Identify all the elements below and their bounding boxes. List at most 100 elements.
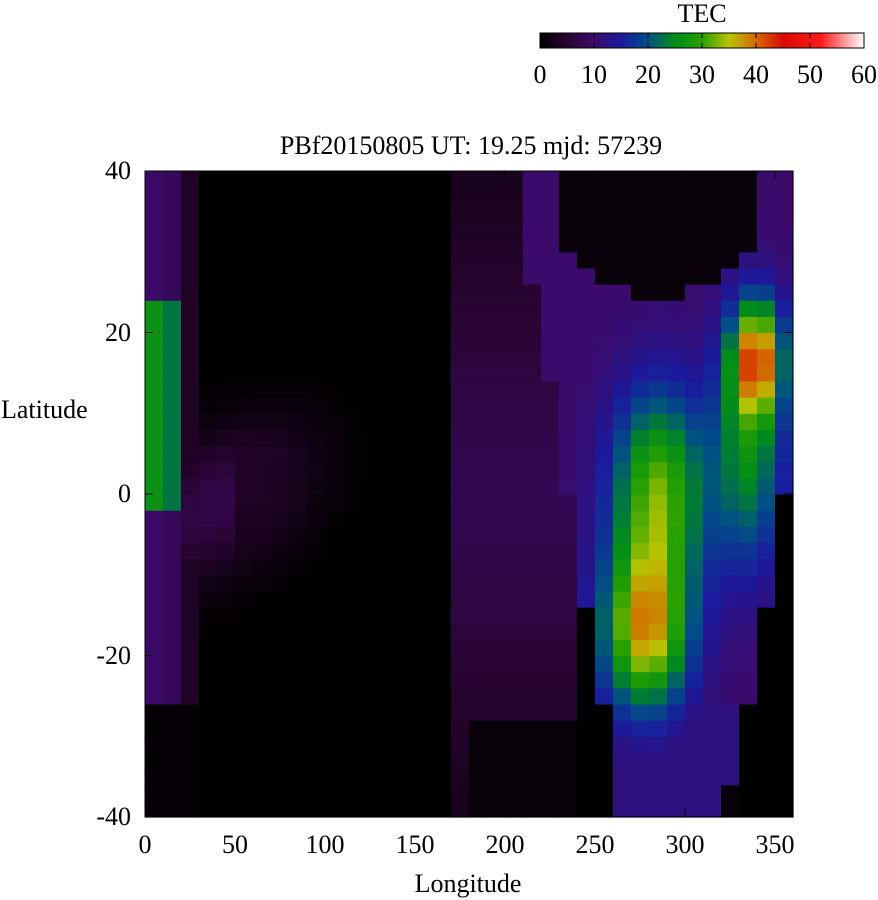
heatmap-cell (397, 736, 416, 753)
heatmap-cell (433, 800, 452, 818)
heatmap-cell (649, 768, 668, 786)
heatmap-cell (523, 477, 542, 495)
heatmap-cell (595, 203, 614, 221)
heatmap-cell (613, 768, 632, 786)
heatmap-cell (757, 542, 776, 560)
heatmap-cell (595, 752, 614, 770)
heatmap-cell (523, 590, 542, 608)
heatmap-cell (181, 784, 200, 802)
heatmap-cell (757, 397, 776, 414)
heatmap-cell (289, 607, 308, 624)
heatmap-cell (325, 639, 344, 657)
heatmap-cell (181, 380, 200, 398)
heatmap-cell (721, 235, 740, 253)
heatmap-cell (739, 219, 758, 237)
x-tick-label: 200 (485, 830, 525, 859)
heatmap-cell (541, 639, 560, 657)
heatmap-cell (721, 639, 740, 657)
heatmap-cell (559, 703, 578, 721)
heatmap-cell (289, 267, 308, 285)
heatmap-cell (685, 574, 704, 592)
heatmap-cell (757, 364, 776, 382)
heatmap-cell (451, 720, 470, 737)
heatmap-cell (541, 590, 560, 608)
heatmap-cell (325, 526, 344, 544)
heatmap-cell (163, 397, 182, 414)
heatmap-cell (757, 687, 776, 705)
heatmap-cell (577, 300, 596, 317)
heatmap-cell (145, 526, 164, 544)
heatmap-cell (397, 768, 416, 786)
heatmap-cell (307, 752, 326, 770)
heatmap-cell (271, 413, 290, 430)
heatmap-cell (775, 607, 794, 624)
heatmap-cell (433, 623, 452, 640)
heatmap-cell (469, 639, 488, 657)
heatmap-cell (505, 800, 524, 818)
heatmap-cell (433, 752, 452, 770)
heatmap-cell (235, 768, 254, 786)
heatmap-cell (595, 235, 614, 253)
heatmap-cell (757, 284, 776, 301)
heatmap-cell (775, 300, 794, 317)
heatmap-cell (487, 720, 506, 737)
heatmap-cell (685, 494, 704, 511)
heatmap-cell (451, 639, 470, 657)
heatmap-cell (271, 300, 290, 317)
heatmap-cell (217, 251, 236, 269)
heatmap-cell (289, 171, 308, 188)
heatmap-cell (613, 558, 632, 576)
heatmap-cell (649, 558, 668, 576)
heatmap-cell (253, 558, 272, 576)
heatmap-cell (379, 316, 398, 334)
heatmap-cell (217, 671, 236, 689)
heatmap-cell (721, 784, 740, 802)
heatmap-cell (163, 364, 182, 382)
heatmap-cell (703, 284, 722, 301)
heatmap-cell (181, 494, 200, 511)
heatmap-cell (487, 752, 506, 770)
heatmap-cell (775, 494, 794, 511)
heatmap-cell (487, 542, 506, 560)
heatmap-cell (757, 429, 776, 447)
heatmap-cell (271, 171, 290, 188)
heatmap-cell (343, 703, 362, 721)
heatmap-cell (757, 623, 776, 640)
heatmap-cell (577, 720, 596, 737)
heatmap-cell (145, 752, 164, 770)
heatmap-cell (379, 703, 398, 721)
heatmap-cell (271, 380, 290, 398)
heatmap-cell (649, 316, 668, 334)
heatmap-cell (613, 590, 632, 608)
heatmap-cell (253, 590, 272, 608)
heatmap-cell (577, 542, 596, 560)
heatmap-cell (289, 768, 308, 786)
heatmap-cell (163, 558, 182, 576)
heatmap-cell (343, 219, 362, 237)
heatmap-cell (379, 300, 398, 317)
heatmap-cell (289, 235, 308, 253)
heatmap-cell (757, 574, 776, 592)
heatmap-cell (433, 364, 452, 382)
heatmap-cell (775, 461, 794, 479)
heatmap-cell (505, 267, 524, 285)
heatmap-cell (181, 607, 200, 624)
heatmap-cell (271, 590, 290, 608)
heatmap-cell (307, 623, 326, 640)
heatmap-cell (667, 380, 686, 398)
heatmap-cell (739, 300, 758, 317)
heatmap-cell (217, 623, 236, 640)
heatmap-cell (541, 461, 560, 479)
heatmap-cell (541, 429, 560, 447)
heatmap-cell (235, 687, 254, 705)
heatmap-cell (325, 607, 344, 624)
heatmap-cell (289, 590, 308, 608)
heatmap-cell (433, 768, 452, 786)
heatmap-cell (523, 397, 542, 414)
heatmap-cell (595, 800, 614, 818)
heatmap-cell (523, 720, 542, 737)
heatmap-cell (163, 687, 182, 705)
heatmap-cell (451, 477, 470, 495)
heatmap-cell (631, 413, 650, 430)
heatmap-cell (271, 429, 290, 447)
